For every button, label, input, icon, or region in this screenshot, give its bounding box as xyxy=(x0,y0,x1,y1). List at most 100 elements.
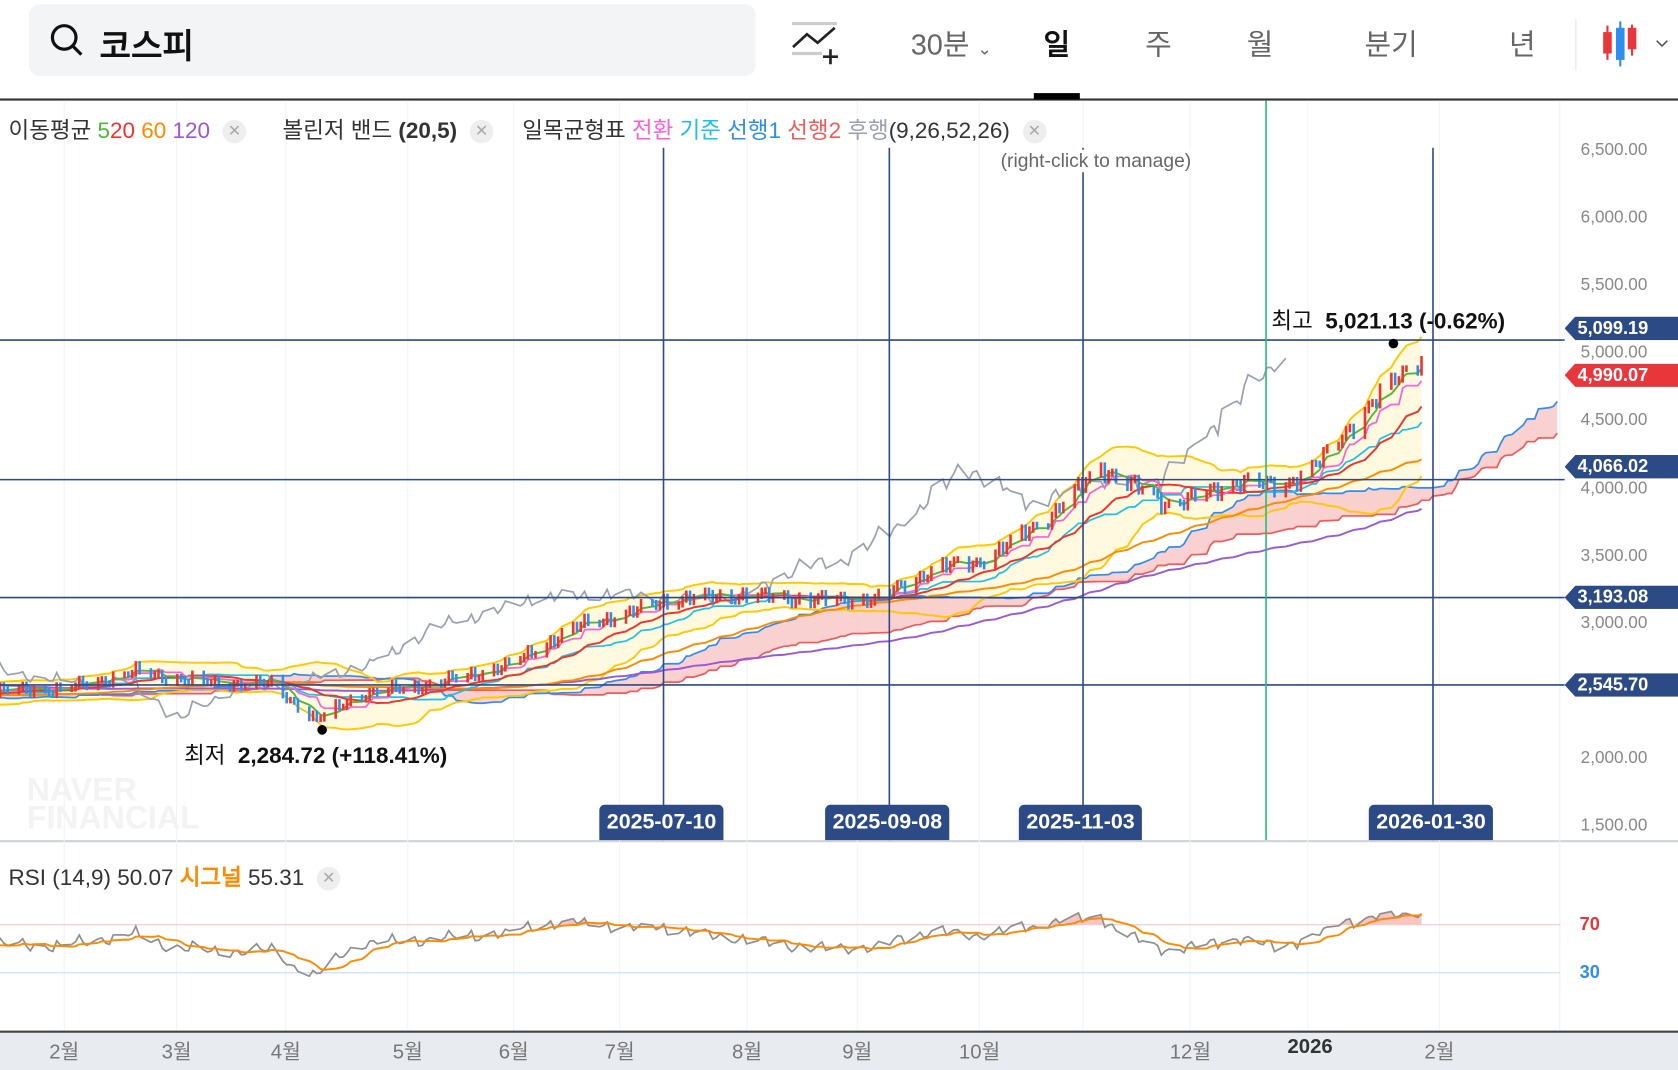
candle xyxy=(296,698,300,713)
drawing-tool-icon[interactable] xyxy=(790,19,844,67)
candle xyxy=(658,600,662,611)
candle xyxy=(217,675,221,690)
candle xyxy=(96,677,100,691)
candle xyxy=(1378,383,1382,409)
candle xyxy=(153,670,156,680)
candle xyxy=(1009,534,1012,549)
candle xyxy=(1190,487,1193,499)
search-input[interactable]: 코스피 xyxy=(28,4,756,76)
candle xyxy=(1103,462,1107,484)
candle xyxy=(707,587,711,597)
candle xyxy=(349,694,353,707)
y-tick: 5,000.00 xyxy=(1580,343,1648,363)
close-icon[interactable]: ✕ xyxy=(222,120,247,144)
rsi-legend[interactable]: RSI (14,9) 50.07 시그널 55.31 ✕ xyxy=(9,860,341,892)
candle xyxy=(44,685,47,694)
date-marker[interactable]: 2025-11-03 xyxy=(1018,804,1143,841)
candle xyxy=(1261,481,1265,490)
ma60-label: 60 xyxy=(141,118,167,144)
candle xyxy=(236,680,239,687)
tab-quarter[interactable]: 분기 xyxy=(1364,28,1418,62)
candle xyxy=(1284,482,1288,498)
candle xyxy=(892,585,895,599)
rsi-level-70: 70 xyxy=(1579,913,1600,935)
date-marker[interactable]: 2025-09-08 xyxy=(825,804,950,841)
candle xyxy=(639,598,643,613)
y-tick: 4,000.00 xyxy=(1580,478,1648,498)
bollinger-legend[interactable]: 볼린저 밴드 (20,5) ✕ xyxy=(283,113,494,145)
candle xyxy=(1216,482,1220,502)
candle xyxy=(1167,498,1171,509)
candle xyxy=(372,687,375,695)
candle xyxy=(534,651,537,659)
candle xyxy=(899,580,903,587)
ichimoku-conversion: 전환 xyxy=(631,118,674,144)
candle xyxy=(206,677,209,687)
candle xyxy=(1352,423,1355,440)
candle xyxy=(681,596,684,608)
candle xyxy=(1341,434,1344,449)
candle xyxy=(945,557,948,573)
candle xyxy=(1073,484,1076,509)
candle xyxy=(368,687,371,702)
candle xyxy=(466,672,469,683)
candle xyxy=(587,613,590,627)
candle xyxy=(338,699,341,711)
candle xyxy=(390,679,394,694)
tab-day[interactable]: 일 xyxy=(1043,28,1071,62)
close-icon[interactable]: ✕ xyxy=(469,120,494,144)
tab-week[interactable]: 주 xyxy=(1145,28,1172,62)
close-icon[interactable]: ✕ xyxy=(316,867,341,891)
tab-month[interactable]: 월 xyxy=(1246,28,1274,62)
y-tick: 5,500.00 xyxy=(1580,276,1648,295)
rsi-label: RSI (14,9) 50.07 xyxy=(8,865,174,891)
candle xyxy=(549,635,552,649)
candle xyxy=(398,685,402,694)
candle xyxy=(1129,476,1133,492)
candle xyxy=(873,593,877,606)
candle xyxy=(1077,477,1080,491)
date-marker[interactable]: 2026-01-30 xyxy=(1368,804,1494,841)
ma20-line xyxy=(0,405,1423,704)
candle xyxy=(51,690,55,699)
candlestick-icon[interactable] xyxy=(1599,19,1674,73)
candle xyxy=(1141,485,1144,495)
candle xyxy=(967,556,971,573)
date-marker[interactable]: 2025-07-10 xyxy=(599,804,724,841)
y-tick: 3,500.00 xyxy=(1580,546,1648,565)
bollinger-lower xyxy=(0,475,1423,731)
candle xyxy=(1084,477,1088,493)
candle xyxy=(451,670,454,681)
candle xyxy=(387,687,390,697)
candle xyxy=(473,666,477,682)
ma-legend[interactable]: 이동평균 520 60 120 ✕ xyxy=(9,113,247,145)
candle xyxy=(877,588,880,601)
candle xyxy=(1371,399,1374,407)
candle xyxy=(1163,501,1167,515)
ichimoku-lagging-line xyxy=(0,357,1287,719)
ichimoku-params: (9,26,52,26) xyxy=(888,118,1010,144)
bollinger-upper xyxy=(0,336,1423,684)
candle xyxy=(869,599,873,608)
candle xyxy=(975,557,978,567)
candle xyxy=(179,674,183,683)
candle xyxy=(481,669,485,681)
candle xyxy=(311,710,315,722)
ichimoku-legend[interactable]: 일목균형표 전환 기준 선행1 선행2 후행(9,26,52,26) ✕ xyxy=(522,113,1047,145)
candle xyxy=(213,675,217,686)
tab-year[interactable]: 년 xyxy=(1508,28,1536,62)
candle xyxy=(232,680,236,692)
candle xyxy=(896,580,899,592)
candle xyxy=(187,678,190,686)
candle xyxy=(477,674,481,682)
y-tick: 3,000.00 xyxy=(1580,613,1648,633)
candle xyxy=(1390,372,1393,390)
x-axis[interactable] xyxy=(0,1030,1678,1070)
chevron-down-icon: ⌄ xyxy=(977,40,992,59)
tab-30min[interactable]: 30분 ⌄ xyxy=(911,21,992,63)
x-tick: 12월 xyxy=(1169,1041,1212,1064)
ichimoku-base: 기준 xyxy=(679,118,721,144)
candle xyxy=(1299,470,1303,492)
close-icon[interactable]: ✕ xyxy=(1022,120,1047,144)
